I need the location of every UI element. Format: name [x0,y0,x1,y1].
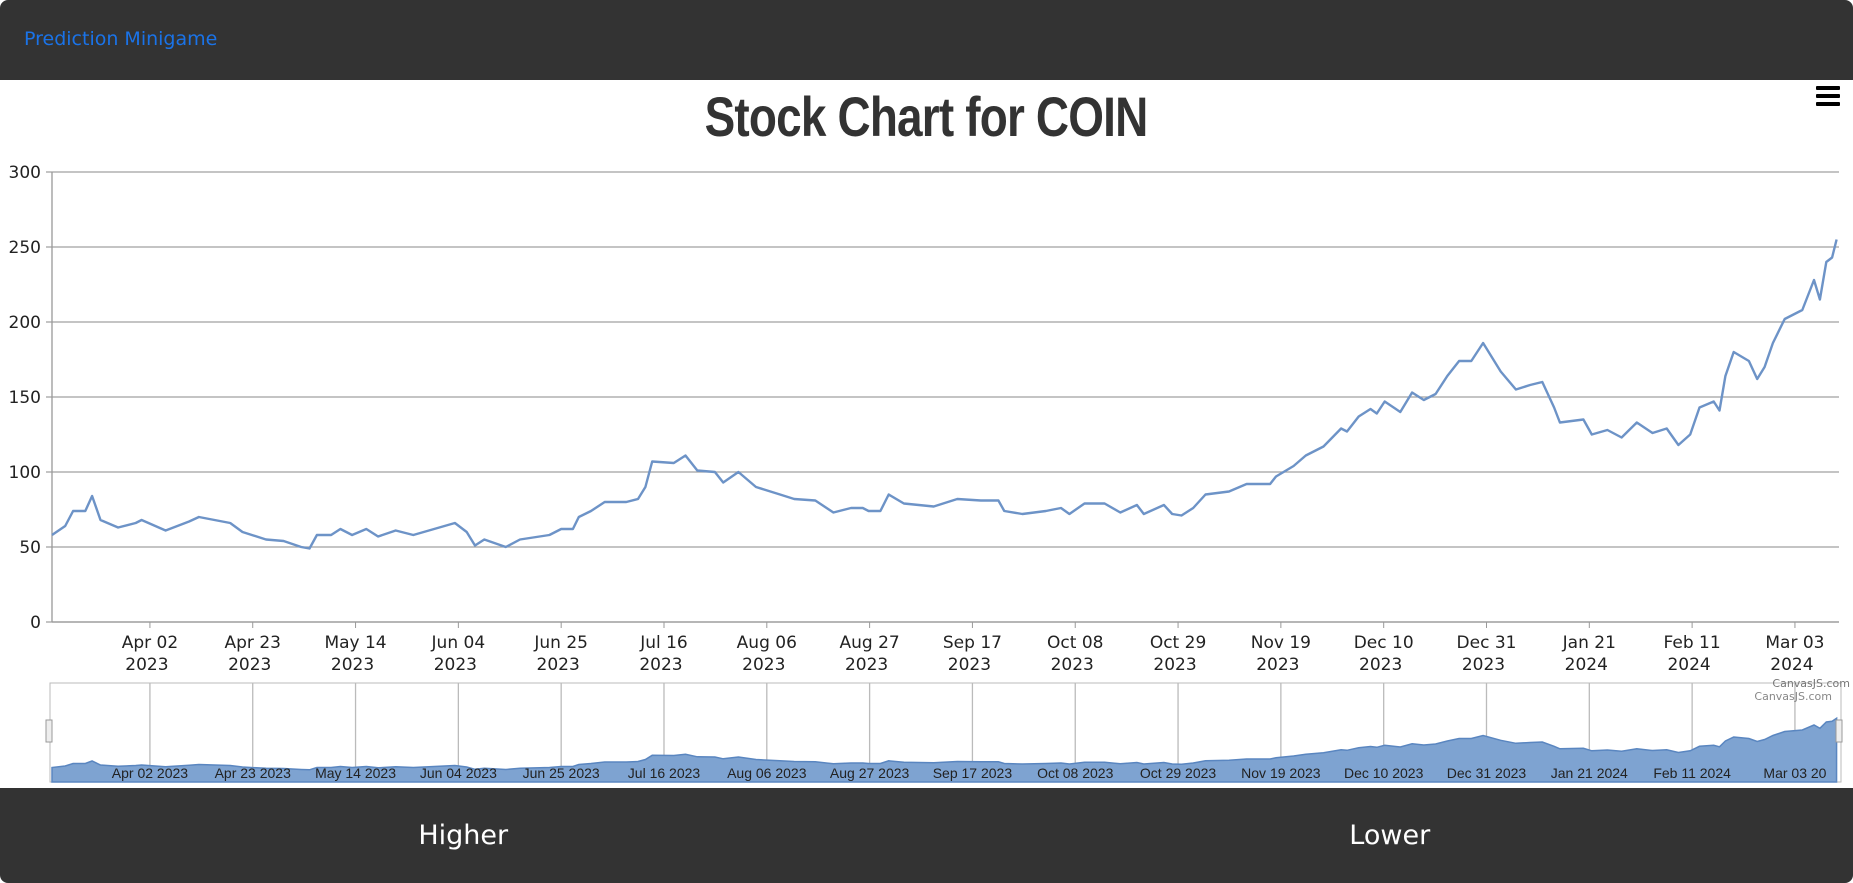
x-tick-year: 2024 [1565,655,1608,675]
x-tick-year: 2023 [125,655,168,675]
x-tick-label: Oct 08 [1047,633,1103,653]
x-tick-label: May 14 [324,633,386,653]
navigator-label: Apr 23 2023 [215,765,291,781]
top-navbar: Prediction Minigame [0,0,1853,80]
navigator-label: Nov 19 2023 [1241,765,1321,781]
navigator-label: Jun 04 2023 [420,765,497,781]
x-tick-year: 2023 [434,655,477,675]
navigator-label: Oct 29 2023 [1140,765,1216,781]
y-tick-label: 300 [9,163,41,183]
navigator-handle-right[interactable] [1835,719,1843,743]
x-tick-year: 2023 [537,655,580,675]
x-tick-label: Nov 19 [1251,633,1311,653]
x-tick-label: Dec 10 [1354,633,1414,653]
navigator-label: Jun 25 2023 [523,765,600,781]
navigator-area [51,716,1838,783]
x-tick-label: Aug 06 [737,633,797,653]
x-tick-label: Feb 11 [1664,633,1721,653]
navigator-label: Aug 06 2023 [727,765,807,781]
navigator-label: Dec 31 2023 [1447,765,1527,781]
navigator-label: Feb 11 2024 [1653,765,1731,781]
y-tick-label: 150 [9,388,41,408]
x-tick-year: 2023 [228,655,271,675]
x-tick-label: Dec 31 [1457,633,1517,653]
x-tick-year: 2024 [1667,655,1710,675]
x-tick-year: 2023 [742,655,785,675]
lower-button[interactable]: Lower [927,788,1853,883]
navigator-label: Dec 10 2023 [1344,765,1424,781]
y-tick-label: 200 [9,313,41,333]
x-tick-year: 2023 [1462,655,1505,675]
x-tick-label: Apr 02 [122,633,178,653]
x-tick-year: 2023 [331,655,374,675]
navigator-label: Jul 16 2023 [628,765,701,781]
x-tick-label: Jan 21 [1562,633,1616,653]
y-tick-label: 250 [9,238,41,258]
x-tick-label: Jul 16 [639,633,688,653]
navigator-label: Sep 17 2023 [933,765,1013,781]
x-tick-label: Oct 29 [1150,633,1206,653]
y-tick-label: 0 [30,613,41,633]
navigator-label: Apr 02 2023 [112,765,188,781]
x-tick-label: Jun 25 [533,633,588,653]
x-tick-year: 2023 [948,655,991,675]
navigator-label: Jan 21 2024 [1551,765,1628,781]
x-tick-label: Apr 23 [225,633,281,653]
canvasjs-credit: CanvasJS.com [1772,677,1850,690]
chart-title-text: Stock Chart for COIN [705,85,1149,148]
x-tick-year: 2024 [1770,655,1813,675]
navigator-label: Mar 03 20 [1763,765,1826,781]
navigator-label: May 14 2023 [315,765,396,781]
x-tick-label: Aug 27 [839,633,899,653]
navigator-handle-left[interactable] [45,719,53,743]
x-tick-year: 2023 [1153,655,1196,675]
higher-button[interactable]: Higher [0,788,927,883]
hamburger-icon[interactable] [1816,86,1840,108]
x-tick-year: 2023 [1256,655,1299,675]
y-tick-label: 50 [19,538,41,558]
x-tick-year: 2023 [1051,655,1094,675]
y-tick-label: 100 [9,463,41,483]
prediction-buttons: Higher Lower [0,788,1853,883]
x-tick-year: 2023 [845,655,888,675]
brand-link[interactable]: Prediction Minigame [24,28,218,50]
navigator-label: Oct 08 2023 [1037,765,1113,781]
x-tick-label: Sep 17 [943,633,1002,653]
x-tick-year: 2023 [1359,655,1402,675]
navigator-credit: CanvasJS.com [1754,690,1832,703]
price-line [51,239,1838,550]
x-tick-label: Mar 03 [1765,633,1824,653]
x-tick-label: Jun 04 [431,633,486,653]
x-tick-year: 2023 [639,655,682,675]
chart-title: Stock Chart for COIN [0,84,1853,149]
navigator-label: Aug 27 2023 [830,765,910,781]
